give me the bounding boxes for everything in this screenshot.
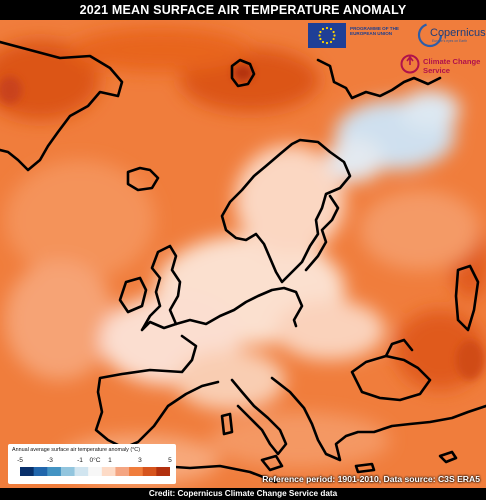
azov-outline (384, 338, 414, 358)
legend-color-step (74, 467, 89, 476)
ireland-outline (118, 276, 148, 314)
sardinia-outline (220, 412, 234, 436)
scandinavia-outline (220, 138, 352, 284)
sicily-outline (260, 454, 284, 472)
eu-programme-text: PROGRAMME OF THE EUROPEAN UNION (350, 26, 399, 37)
reference-period-text: Reference period: 1901-2010, Data source… (262, 474, 480, 484)
italy-outline (230, 378, 288, 456)
balkans-outline (270, 376, 486, 462)
black-sea-outline (350, 354, 432, 402)
france-iberia-outline (94, 334, 220, 450)
anomaly-map-canvas (0, 20, 486, 488)
legend-color-step (115, 467, 130, 476)
copernicus-name: Copernicus (430, 27, 486, 39)
britain-outline (140, 244, 182, 332)
legend-color-step (20, 467, 35, 476)
legend-tick-label: -1 (77, 457, 83, 464)
legend-color-step (88, 467, 103, 476)
svalbard-outline (230, 58, 256, 88)
logo-panel: PROGRAMME OF THE EUROPEAN UNION Copernic… (306, 20, 486, 82)
legend-tick-label: -5 (17, 457, 23, 464)
legend-color-step (129, 467, 144, 476)
legend-tick-label: 3 (138, 457, 142, 464)
greenland-outline (0, 40, 124, 172)
legend-color-step (101, 467, 116, 476)
c3s-logo-icon (400, 54, 420, 74)
credit-text: Credit: Copernicus Climate Change Servic… (0, 488, 486, 500)
legend-tick-label: 5 (168, 457, 172, 464)
legend-tick-label: 1 (108, 457, 112, 464)
color-legend: Annual average surface air temperature a… (8, 444, 176, 484)
anomaly-map[interactable] (0, 20, 486, 488)
legend-color-step (33, 467, 48, 476)
legend-tick-label: -3 (47, 457, 53, 464)
copernicus-tagline: Europe's eyes on Earth (432, 39, 468, 43)
eu-flag-icon (308, 23, 346, 48)
c3s-name: Climate Change Service (423, 57, 481, 75)
iceland-outline (126, 166, 160, 192)
cyprus-outline (438, 450, 458, 464)
legend-color-step (156, 467, 170, 476)
arctic-russia-outline (316, 58, 442, 100)
legend-color-step (47, 467, 62, 476)
legend-color-step (60, 467, 76, 476)
coastlines (0, 40, 486, 484)
crete-outline (354, 462, 376, 474)
legend-tick-label: 0°C (89, 457, 101, 464)
map-title: 2021 MEAN SURFACE AIR TEMPERATURE ANOMAL… (0, 0, 486, 20)
legend-title: Annual average surface air temperature a… (12, 447, 140, 453)
copernicus-logo-icon (417, 22, 443, 48)
legend-color-bar (20, 467, 170, 476)
legend-color-step (142, 467, 157, 476)
western-europe-outline (174, 286, 304, 328)
caspian-outline (454, 264, 480, 332)
baltic-outline (304, 194, 340, 272)
